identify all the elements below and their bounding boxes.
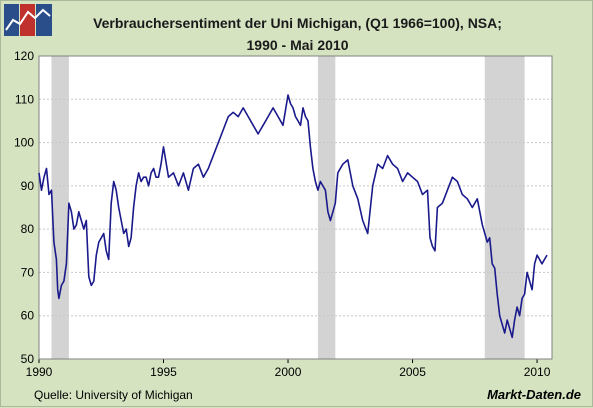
y-tick-label: 80 bbox=[21, 222, 35, 236]
source-label: Quelle: University of Michigan bbox=[34, 388, 193, 402]
x-tick-label: 2010 bbox=[524, 365, 551, 379]
x-tick-label: 2000 bbox=[275, 365, 302, 379]
logo-icon bbox=[4, 4, 52, 36]
plot-area bbox=[39, 56, 552, 359]
x-tick-label: 2005 bbox=[399, 365, 426, 379]
x-tick-label: 1995 bbox=[150, 365, 177, 379]
y-tick-label: 60 bbox=[21, 309, 35, 323]
y-tick-label: 50 bbox=[21, 352, 35, 366]
y-tick-label: 120 bbox=[14, 49, 34, 63]
y-tick-label: 90 bbox=[21, 179, 35, 193]
chart-title-line2: 1990 - Mai 2010 bbox=[246, 37, 349, 53]
brand-label: Markt-Daten.de bbox=[487, 387, 581, 402]
recession-band bbox=[51, 56, 69, 359]
y-tick-label: 110 bbox=[15, 92, 34, 106]
plot-border bbox=[38, 55, 553, 360]
x-tick-label: 1990 bbox=[26, 365, 53, 379]
y-tick-label: 70 bbox=[21, 265, 35, 279]
chart-title-line1: Verbrauchersentiment der Uni Michigan, (… bbox=[93, 15, 502, 31]
y-tick-label: 100 bbox=[14, 136, 34, 150]
series-line bbox=[38, 94, 548, 339]
